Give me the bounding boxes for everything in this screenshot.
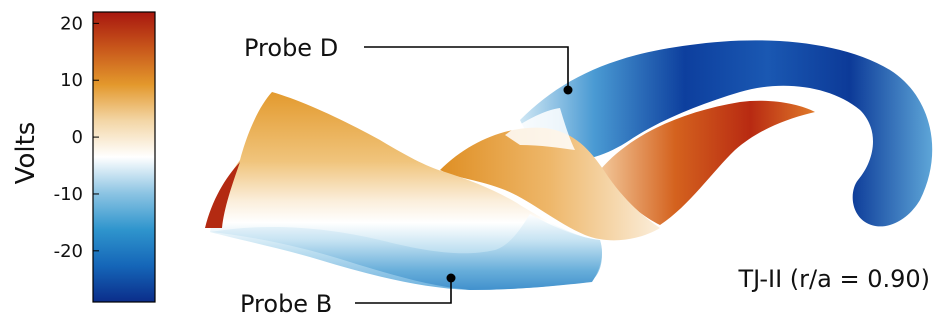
surface-band-blue	[210, 214, 603, 290]
probe-d-label: Probe D	[244, 34, 338, 62]
colorbar-ticks: 20 10 0 -10 -20	[54, 13, 99, 262]
colorbar-tick-label: -10	[54, 184, 83, 205]
surface-stripe-white	[505, 108, 575, 150]
surface-band-orange	[440, 127, 660, 241]
probe-d-annotation: Probe D	[244, 34, 573, 95]
colorbar	[92, 11, 156, 303]
probe-b-label: Probe B	[240, 290, 332, 318]
probe-b-marker	[446, 273, 456, 283]
device-label: TJ-II (r/a = 0.90)	[737, 265, 930, 293]
colorbar-tick-label: -20	[54, 241, 83, 262]
colorbar-tick-label: 10	[60, 70, 83, 91]
surface-edge-red	[205, 162, 240, 228]
colorbar-tick-label: 20	[60, 13, 83, 34]
probe-d-leader	[364, 46, 569, 89]
probe-d-marker	[563, 85, 573, 95]
probe-b-leader	[355, 278, 452, 304]
probe-b-annotation: Probe B	[240, 273, 456, 318]
colorbar-label: Volts	[11, 122, 41, 185]
flux-surface	[205, 40, 933, 290]
colorbar-tick-label: 0	[72, 127, 83, 148]
surface-arc-blue	[520, 40, 933, 227]
surface-strip-red	[600, 100, 815, 225]
